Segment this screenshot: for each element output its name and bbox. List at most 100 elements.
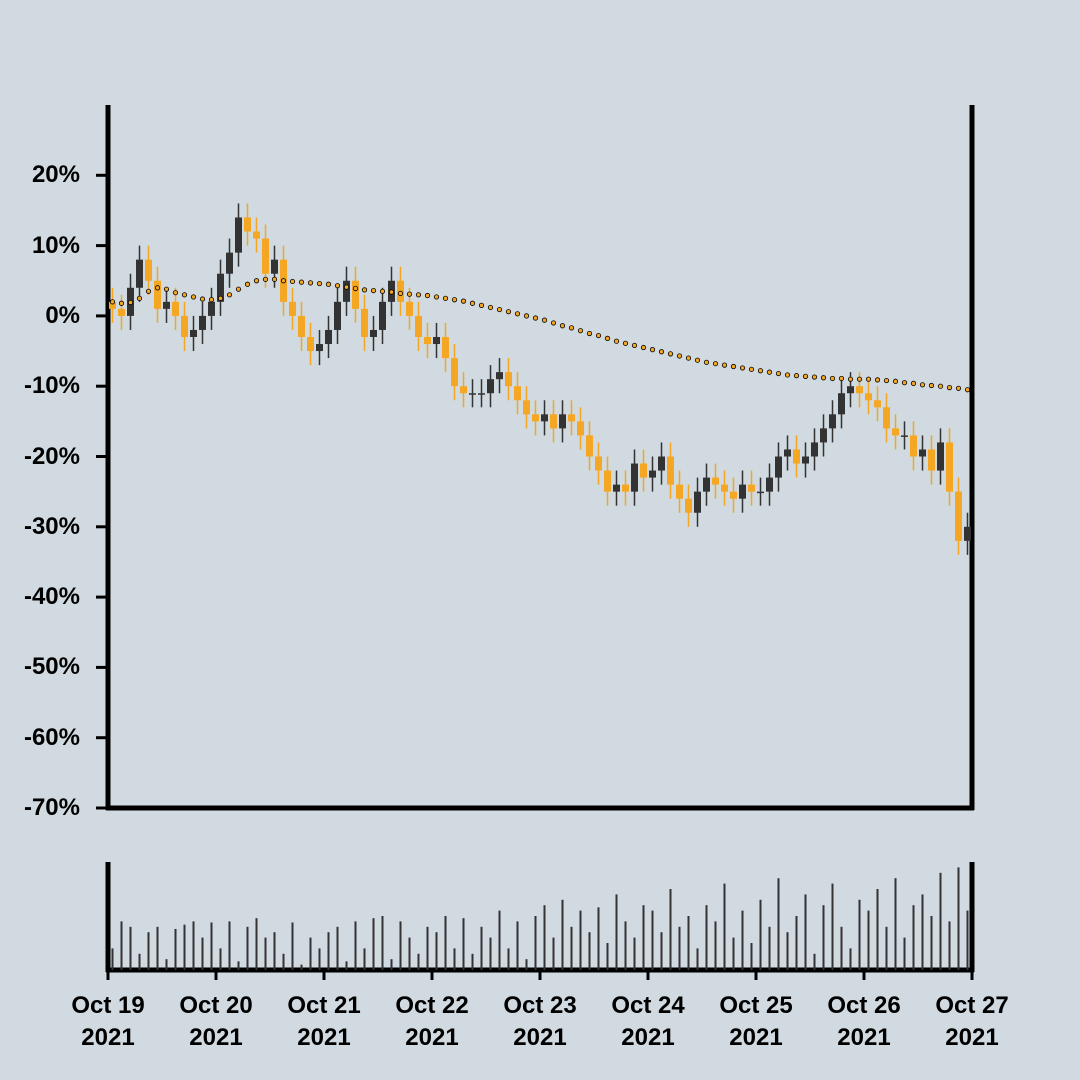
ma-dot [658,349,665,355]
candle-body [730,491,737,499]
ma-dot [838,375,845,382]
candle-body [172,301,179,316]
ma-dot [955,385,962,391]
ma-dot [343,284,350,290]
ma-dot [325,281,332,287]
ma-dot [172,290,179,296]
candle-body [703,477,710,492]
candle-body [487,379,494,394]
ma-dot [433,294,440,300]
ma-dot [640,344,647,351]
candle-body [307,336,314,352]
candle-body [226,252,233,274]
candle-body [955,491,962,541]
ma-dot [190,294,197,300]
ma-dot [442,295,449,301]
ma-dot [523,313,530,319]
x-tick-label: Oct 21 2021 [287,992,361,1051]
ma-dot [514,311,521,317]
candle-body [919,449,926,457]
candle-body [937,442,944,471]
candle-body [847,386,854,394]
candle-body [505,372,512,387]
candle-body [793,449,800,464]
candle-body [757,491,764,494]
candle-body [559,414,566,429]
ma-dot [307,280,314,286]
candle-body [739,484,746,499]
candle-body [541,414,548,422]
ma-dot [406,291,413,297]
candle-body [622,484,629,492]
ma-dot [622,340,629,346]
ma-dot [685,355,692,361]
ma-dot [766,369,773,375]
ma-dot [334,283,341,289]
ma-dot [784,372,791,378]
candle-body [235,217,242,253]
candle-body [892,428,899,436]
ma-dot [415,292,422,298]
candle-body [964,526,971,541]
candle-body [694,491,701,513]
candle-body [118,308,125,316]
candle-body [568,414,575,422]
candle-body [829,414,836,429]
ma-dot [532,315,539,321]
candle-body [883,407,890,429]
candle-body [379,301,386,330]
ma-dot [631,342,638,349]
candle-body [586,435,593,457]
candle-body [109,301,116,309]
candle-body [577,421,584,436]
y-tick-label: -50% [23,653,80,681]
candle-body [190,329,197,337]
candle-body [244,217,251,232]
ma-dot [712,361,719,367]
ma-dot [568,325,575,331]
candle-body [424,336,431,345]
ma-dot [424,292,431,299]
ma-dot [802,373,809,379]
ma-dot [271,276,278,282]
candle-body [928,449,935,471]
y-tick-label: -10% [23,372,80,400]
candle-body [901,435,908,437]
ma-dot [586,330,593,337]
candle-body [163,301,170,309]
candle-body [298,315,305,337]
candle-body [865,393,872,401]
candle-body [820,428,827,443]
candle-body [658,456,665,471]
candle-body [874,400,881,408]
ma-dot [874,377,881,383]
candle-body [532,414,539,422]
x-tick-label: Oct 26 2021 [827,992,901,1051]
y-tick-label: -40% [23,583,80,611]
candle-body [685,498,692,513]
candle-body [604,470,611,492]
ma-dot [550,320,557,326]
ma-dot [856,376,863,382]
ma-dot [370,287,377,294]
ma-dot [559,323,566,329]
candle-body [775,456,782,478]
ma-dot [244,281,251,287]
ma-dot [775,370,782,377]
ma-dot [289,278,296,285]
candle-body [415,315,422,337]
ma-dot [901,380,908,386]
candle-body [199,315,206,330]
candle-body [145,259,152,281]
ma-dot [577,328,584,334]
ma-dot [181,292,188,298]
candle-body [910,435,917,457]
candle-body [316,344,323,352]
candle-body [514,386,521,401]
ma-dot [163,286,170,292]
ma-dot [505,309,512,315]
ma-dot [208,297,215,303]
ma-dot [667,351,674,357]
ma-dot [730,363,737,370]
